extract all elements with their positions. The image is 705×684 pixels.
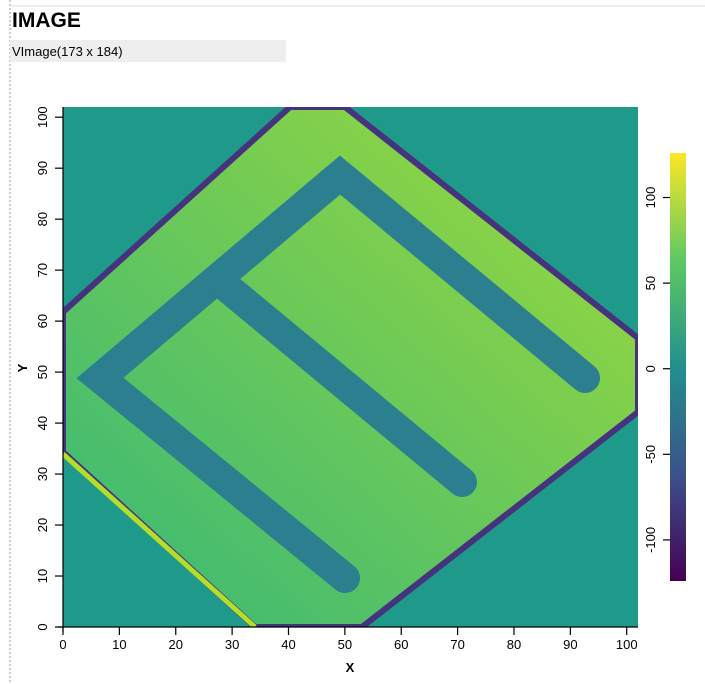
x-tick-label: 100 [616, 637, 638, 652]
image [63, 107, 638, 627]
y-tick-label: 20 [35, 518, 50, 532]
x-axis-label: X [346, 660, 355, 675]
y-tick-label: 10 [35, 569, 50, 583]
x-tick-label: 30 [225, 637, 239, 652]
y-tick-label: 0 [35, 623, 50, 630]
x-tick-label: 80 [507, 637, 521, 652]
y-tick-label: 40 [35, 416, 50, 430]
y-tick-label: 100 [35, 106, 50, 128]
x-tick-label: 50 [338, 637, 352, 652]
colorbar-tick-label: 100 [643, 187, 658, 209]
colorbar-tick-label: -50 [643, 445, 658, 464]
y-tick-label: 90 [35, 161, 50, 175]
y-tick-label: 50 [35, 365, 50, 379]
subtitle: VImage(173 x 184) [12, 44, 123, 59]
y-tick-label: 60 [35, 314, 50, 328]
x-tick-label: 10 [112, 637, 126, 652]
colorbar-tick-label: 0 [643, 365, 658, 372]
colorbar [670, 153, 686, 581]
viewer: IMAGE VImage(173 x 184) X Y 0 10 20 30 40 50 6… [0, 0, 705, 684]
x-tick-label: 40 [281, 637, 295, 652]
y-tick-label: 30 [35, 467, 50, 481]
colorbar-tick-label: 50 [643, 276, 658, 290]
y-tick-label: 70 [35, 263, 50, 277]
x-tick-label: 0 [59, 637, 66, 652]
colorbar-tick-label: -100 [643, 527, 658, 553]
title: IMAGE [12, 9, 81, 32]
y-axis-label: Y [15, 363, 30, 372]
x-tick-label: 60 [394, 637, 408, 652]
x-tick-label: 90 [563, 637, 577, 652]
x-tick-label: 70 [450, 637, 464, 652]
y-tick-label: 80 [35, 212, 50, 226]
x-tick-label: 20 [169, 637, 183, 652]
